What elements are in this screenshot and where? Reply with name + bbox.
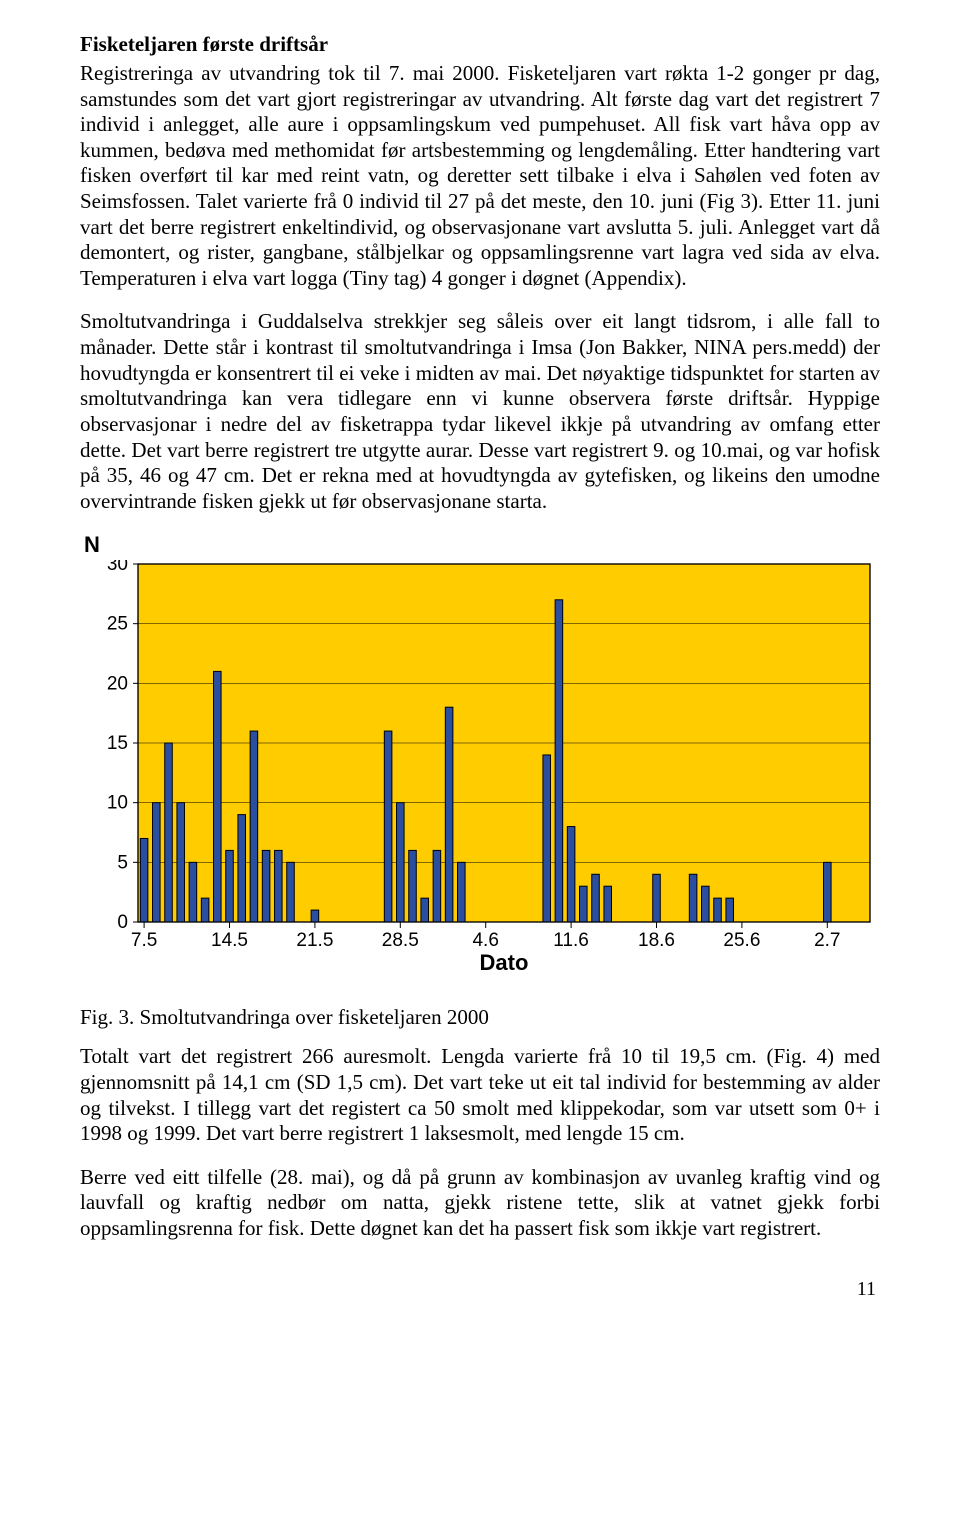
svg-text:4.6: 4.6 [472, 930, 498, 951]
svg-text:15: 15 [107, 733, 128, 754]
paragraph-2: Smoltutvandringa i Guddalselva strekkjer… [80, 309, 880, 514]
paragraph-3: Totalt vart det registrert 266 auresmolt… [80, 1044, 880, 1146]
chart-y-axis-title: N [84, 532, 880, 558]
page-number: 11 [80, 1278, 880, 1301]
svg-text:28.5: 28.5 [382, 930, 419, 951]
chart-svg: 0 5 10 15 20 25 30 7.5 14.5 21.5 28.5 4.6 11.6 18.6 25… [80, 560, 880, 980]
svg-text:5: 5 [117, 853, 128, 874]
smolt-chart: 0 5 10 15 20 25 30 7.5 14.5 21.5 28.5 4.6 11.6 18.6 25… [80, 560, 880, 985]
svg-text:Dato: Dato [480, 950, 529, 975]
paragraph-1: Registreringa av utvandring tok til 7. m… [80, 61, 880, 291]
svg-text:25.6: 25.6 [723, 930, 760, 951]
svg-text:11.6: 11.6 [553, 930, 589, 951]
svg-text:2.7: 2.7 [814, 930, 840, 951]
figure-caption: Fig. 3. Smoltutvandringa over fisketelja… [80, 1005, 880, 1030]
svg-text:10: 10 [107, 793, 128, 814]
svg-text:30: 30 [107, 560, 128, 575]
svg-text:20: 20 [107, 674, 128, 695]
svg-text:18.6: 18.6 [638, 930, 675, 951]
paragraph-4: Berre ved eitt tilfelle (28. mai), og då… [80, 1165, 880, 1242]
svg-text:0: 0 [117, 912, 128, 933]
svg-text:21.5: 21.5 [296, 930, 333, 951]
svg-text:14.5: 14.5 [211, 930, 248, 951]
section-heading: Fisketeljaren første driftsår [80, 32, 880, 57]
svg-text:7.5: 7.5 [131, 930, 157, 951]
svg-text:25: 25 [107, 614, 128, 635]
